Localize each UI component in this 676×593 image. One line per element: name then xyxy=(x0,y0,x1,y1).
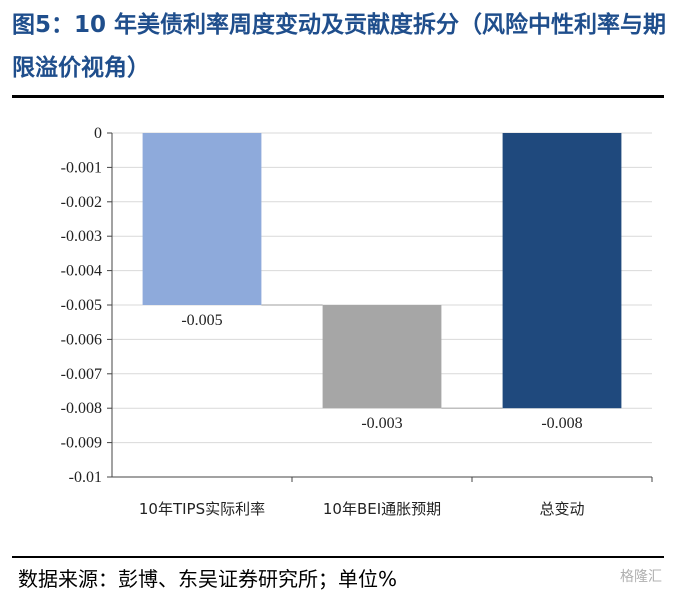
y-tick-label: -0.01 xyxy=(69,469,102,486)
y-tick-label: -0.007 xyxy=(61,366,102,383)
bars xyxy=(142,133,622,409)
y-tick-label: -0.006 xyxy=(61,331,102,348)
category-label: 10年BEI通胀预期 xyxy=(323,500,441,518)
category-label: 总变动 xyxy=(539,500,584,518)
data-label: -0.003 xyxy=(361,415,402,432)
y-tick-label: -0.003 xyxy=(61,228,102,245)
data-label: -0.005 xyxy=(181,312,222,329)
y-tick-label: -0.009 xyxy=(61,435,102,452)
y-tick-label: -0.008 xyxy=(61,400,102,417)
y-tick-label: -0.005 xyxy=(61,297,102,314)
bar xyxy=(322,305,442,409)
chart-title: 图5：10 年美债利率周度变动及贡献度拆分（风险中性利率与期限溢价视角） xyxy=(12,12,667,81)
y-axis: 0 -0.001 -0.002 -0.003 -0.004 -0.005 -0.006 -0.… xyxy=(61,125,113,486)
y-tick-label: -0.004 xyxy=(61,263,102,280)
source-note: 数据来源：彭博、东吴证券研究所；单位% xyxy=(18,567,398,591)
data-label: -0.008 xyxy=(541,415,582,432)
category-label: 10年TIPS实际利率 xyxy=(139,500,265,518)
connector-lines xyxy=(261,304,503,409)
y-tick-label: -0.001 xyxy=(61,159,102,176)
y-tick-label: -0.002 xyxy=(61,194,102,211)
x-axis: 10年TIPS实际利率 10年BEI通胀预期 总变动 xyxy=(112,476,653,518)
bar xyxy=(502,133,622,409)
data-labels: -0.005 -0.003 -0.008 xyxy=(181,312,582,432)
y-tick-label: 0 xyxy=(94,125,102,142)
top-rule xyxy=(12,95,664,98)
waterfall-chart: 0 -0.001 -0.002 -0.003 -0.004 -0.005 -0.006 -0.… xyxy=(61,125,653,518)
bar xyxy=(142,133,262,305)
watermark-logo: 格隆汇 xyxy=(620,569,662,585)
bottom-rule xyxy=(12,556,664,558)
